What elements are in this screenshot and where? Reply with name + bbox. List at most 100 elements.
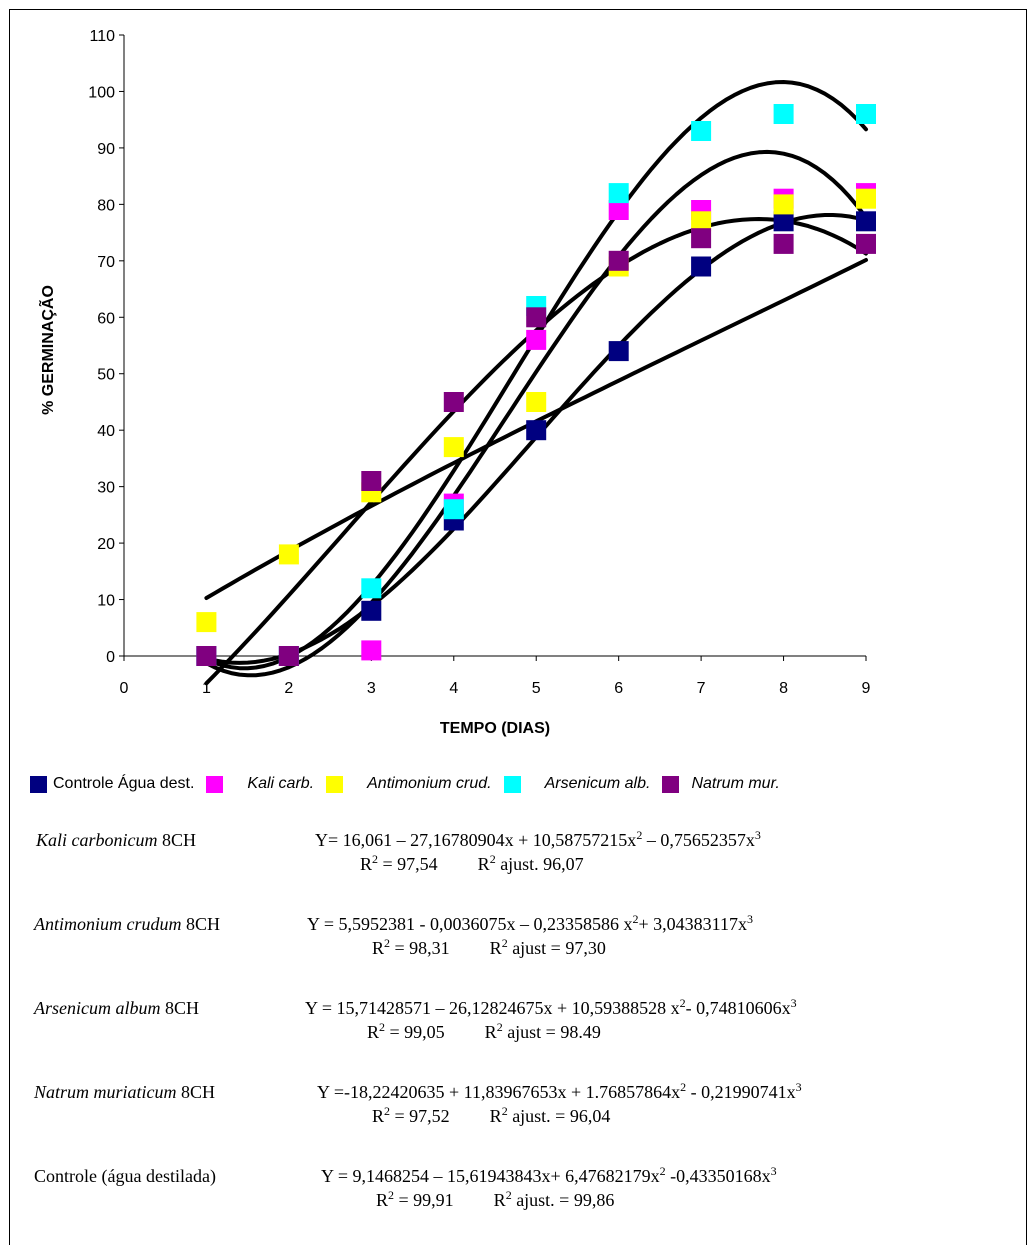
legend-item-arsenicum: Arsenicum alb. [503,775,651,793]
data-point-series-4 [608,183,629,204]
data-point-series-5 [526,307,547,328]
x-tick-label: 3 [367,680,376,697]
y-tick-label: 0 [106,649,115,666]
data-point-series-3 [278,544,299,565]
x-tick-label: 6 [614,680,623,697]
data-point-series-1 [361,600,382,621]
y-tick-label: 50 [97,367,115,384]
data-point-series-5 [361,471,382,491]
y-tick-label: 30 [97,480,115,497]
data-point-series-1 [526,420,547,441]
data-point-series-1 [856,211,876,232]
legend-swatch-arsenicum [503,775,521,793]
y-tick-label: 100 [88,84,115,101]
y-tick-label: 80 [97,197,115,214]
data-point-series-3 [856,188,876,209]
x-tick-label: 0 [120,680,129,697]
data-point-series-5 [608,250,629,271]
data-point-series-4 [361,578,382,599]
equation-name-suffix: 8CH [181,1082,216,1102]
data-point-series-3 [773,194,794,215]
equation-name-italic: Kali carbonicum [36,830,158,850]
data-point-series-5 [196,646,217,666]
equation-formula: Y= 16,061 – 27,16780904x + 10,58757215x2… [315,828,761,850]
legend-label-arsenicum: Arsenicum alb. [544,775,651,792]
trendline-1 [204,149,868,678]
equation-arsenicum: Arsenicum album 8CH Y = 15,71428571 – 26… [30,996,1020,1082]
figure-frame [9,9,1027,1245]
y-tick-label: 60 [97,310,115,327]
equation-r2: R2 = 97,52 R2 ajust. = 96,04 [372,1104,611,1126]
equation-name-italic: Arsenicum album [34,998,161,1018]
equation-r2: R2 = 99,05 R2 ajust = 98.49 [367,1020,601,1042]
x-tick-label: 2 [284,680,293,697]
legend-swatch-controle [30,775,47,793]
x-tick-label: 4 [449,680,458,697]
equation-antimonium: Antimonium crudum 8CH Y = 5,5952381 - 0,… [30,913,1020,998]
data-point-series-1 [691,256,712,277]
data-point-series-5 [856,233,876,254]
y-tick-label: 20 [97,536,115,553]
regression-equations: Kali carbonicum 8CH Y= 16,061 – 27,16780… [30,828,1020,1250]
data-point-series-4 [691,121,712,141]
equation-name-italic: Antimonium crudum [34,914,182,934]
legend-item-kali: Kali carb. [206,775,314,793]
chart-axes [119,34,867,661]
data-point-series-4 [443,499,464,520]
data-point-series-3 [691,211,712,232]
chart-legend: Controle Água dest. Kali carb. Antimoniu… [30,772,792,796]
germination-chart: 0 10 20 30 40 50 60 70 80 90 100 110 0 1 2 3 4 5 6 7 8 9 % GE… [37,28,876,737]
equation-name-suffix: 8CH [186,914,221,934]
data-point-series-5 [691,228,712,249]
x-tick-label: 1 [202,680,211,697]
data-point-series-3 [196,612,217,633]
legend-item-antimonium: Antimonium crud. [326,775,492,793]
equation-formula: Y = 15,71428571 – 26,12824675x + 10,5938… [305,996,797,1018]
legend-swatch-natrum [662,775,680,793]
data-point-series-2 [608,200,629,220]
y-tick-label: 10 [97,593,115,610]
equation-formula: Y = 9,1468254 – 15,61943843x+ 6,47682179… [321,1164,777,1186]
legend-swatch-antimonium [326,775,344,793]
y-tick-label: 90 [97,141,115,158]
data-point-series-3 [526,392,547,412]
y-tick-label: 40 [97,423,115,440]
equation-name-italic: Natrum muriaticum [34,1082,177,1102]
data-point-series-5 [443,392,464,412]
data-point-series-4 [773,104,794,124]
legend-label-natrum: Natrum mur. [691,775,780,792]
equation-name: Kali carbonicum 8CH [36,830,196,851]
equation-controle: Controle (água destilada) Y = 9,1468254 … [30,1164,1020,1250]
equation-r2: R2 = 99,91 R2 ajust. = 99,86 [376,1188,615,1210]
legend-label-kali: Kali carb. [247,775,315,792]
equation-name: Natrum muriaticum 8CH [34,1082,215,1103]
legend-label-antimonium: Antimonium crud. [367,775,492,792]
x-tick-label: 8 [779,680,788,697]
equation-name: Antimonium crudum 8CH [34,914,220,935]
y-tick-label: 110 [89,28,115,45]
legend-item-natrum: Natrum mur. [662,775,780,793]
equation-r2: R2 = 98,31 R2 ajust = 97,30 [372,936,606,958]
data-point-series-3 [443,437,464,458]
legend-label-controle: Controle Água dest. [53,775,195,792]
legend-swatch-kali [206,775,224,793]
data-point-series-5 [278,646,299,666]
y-tick-label: 70 [97,254,115,271]
data-point-series-1 [773,211,794,232]
equation-natrum: Natrum muriaticum 8CH Y =-18,22420635 + … [30,1080,1020,1166]
data-point-series-2 [361,640,382,661]
x-tick-label: 5 [532,680,541,697]
data-point-series-1 [608,341,629,362]
equation-r2: R2 = 97,54 R2 ajust. 96,07 [360,852,584,874]
equation-name-suffix: 8CH [164,998,199,1018]
tick-labels: 0 10 20 30 40 50 60 70 80 90 100 110 0 1 2 3 4 5 6 7 8 9 [88,28,870,697]
y-axis-title: % GERMINAÇÃO [37,285,57,415]
legend-item-controle: Controle Água dest. [30,775,194,793]
equation-name-suffix: 8CH [162,830,197,850]
equation-formula: Y =-18,22420635 + 11,83967653x + 1.76857… [317,1080,802,1102]
data-point-series-5 [773,233,794,254]
equation-name: Controle (água destilada) [34,1166,216,1187]
trendline-curves [204,80,868,686]
trendline-4 [204,217,868,686]
data-points [196,104,876,666]
